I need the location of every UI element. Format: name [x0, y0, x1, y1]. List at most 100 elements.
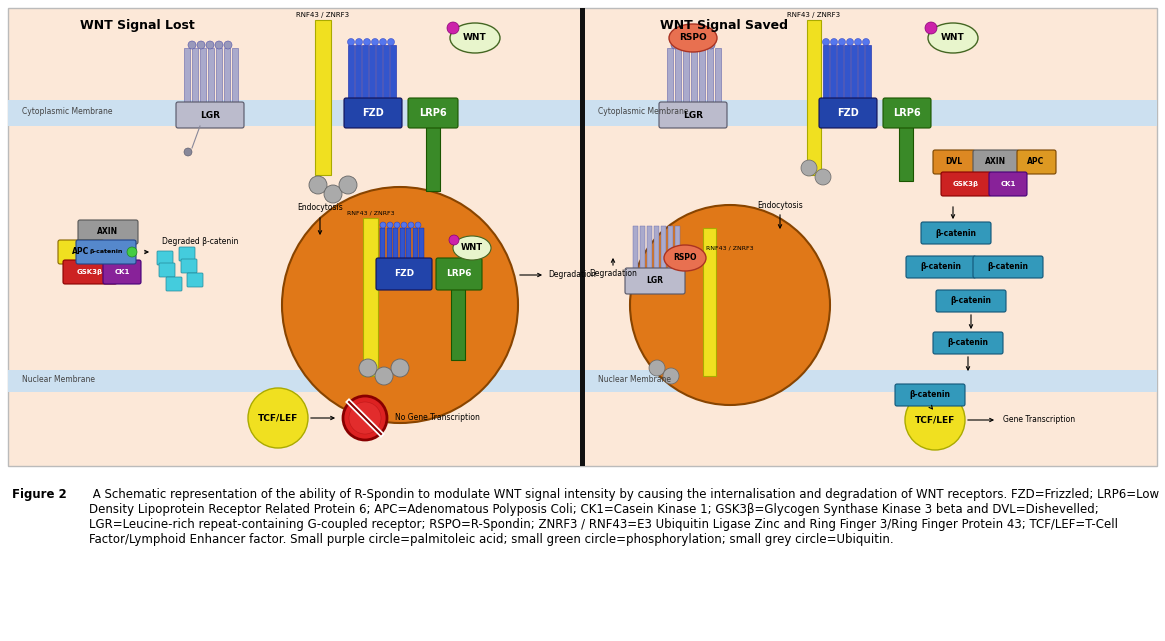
Text: Nuclear Membrane: Nuclear Membrane: [22, 376, 96, 385]
Circle shape: [447, 22, 459, 34]
Bar: [654, 226, 659, 272]
Text: β-catenin: β-catenin: [951, 297, 991, 306]
Text: CK1: CK1: [114, 269, 129, 275]
Text: FZD: FZD: [838, 108, 859, 118]
FancyBboxPatch shape: [935, 290, 1007, 312]
Bar: [683, 48, 689, 104]
Bar: [451, 288, 465, 360]
FancyBboxPatch shape: [895, 384, 965, 406]
Bar: [216, 48, 223, 104]
Text: β-catenin: β-catenin: [935, 228, 976, 238]
Ellipse shape: [669, 24, 716, 52]
FancyBboxPatch shape: [376, 258, 432, 290]
Circle shape: [680, 41, 689, 49]
Circle shape: [188, 41, 196, 49]
Bar: [675, 48, 682, 104]
FancyBboxPatch shape: [181, 259, 197, 273]
FancyBboxPatch shape: [78, 220, 137, 244]
Text: WNT Signal Lost: WNT Signal Lost: [80, 19, 195, 31]
Text: Gene Transcription: Gene Transcription: [1003, 415, 1075, 424]
Circle shape: [350, 402, 381, 434]
FancyBboxPatch shape: [176, 102, 243, 128]
Bar: [355, 45, 360, 103]
Text: APC: APC: [1028, 158, 1045, 167]
Circle shape: [854, 38, 861, 46]
Circle shape: [339, 176, 356, 194]
Text: RNF43 / ZNRF3: RNF43 / ZNRF3: [347, 210, 395, 215]
Text: FZD: FZD: [362, 108, 384, 118]
FancyBboxPatch shape: [63, 260, 116, 284]
Text: β-catenin: β-catenin: [920, 263, 961, 272]
Bar: [369, 45, 374, 103]
Text: RNF43 / ZNRF3: RNF43 / ZNRF3: [788, 12, 841, 18]
Text: TCF/LEF: TCF/LEF: [257, 413, 298, 422]
Text: Degradation: Degradation: [548, 271, 595, 279]
FancyBboxPatch shape: [179, 247, 195, 261]
Circle shape: [905, 390, 965, 450]
Circle shape: [831, 38, 838, 46]
Text: LGR: LGR: [647, 276, 664, 285]
Bar: [899, 126, 913, 181]
Text: LRP6: LRP6: [446, 269, 472, 278]
FancyBboxPatch shape: [933, 150, 975, 174]
Text: FZD: FZD: [394, 269, 414, 278]
Bar: [376, 45, 381, 103]
Bar: [647, 226, 652, 272]
Circle shape: [224, 41, 232, 49]
Text: β-catenin: β-catenin: [947, 338, 988, 347]
Bar: [707, 48, 713, 104]
Bar: [829, 45, 835, 103]
FancyBboxPatch shape: [76, 240, 136, 264]
Bar: [702, 228, 716, 376]
Circle shape: [359, 359, 377, 377]
FancyBboxPatch shape: [922, 222, 991, 244]
Circle shape: [649, 360, 665, 376]
Text: WNT: WNT: [941, 33, 965, 42]
Bar: [362, 45, 367, 103]
Bar: [387, 228, 391, 262]
Text: Cytoplasmic Membrane: Cytoplasmic Membrane: [598, 108, 689, 117]
Circle shape: [324, 185, 343, 203]
Text: Cytoplasmic Membrane: Cytoplasmic Membrane: [22, 108, 113, 117]
Text: RNF43 / ZNRF3: RNF43 / ZNRF3: [706, 246, 754, 251]
Circle shape: [671, 41, 679, 49]
Text: RSPO: RSPO: [673, 253, 697, 263]
Text: CK1: CK1: [1001, 181, 1016, 187]
Bar: [426, 126, 440, 191]
Text: Nuclear Membrane: Nuclear Membrane: [598, 376, 671, 385]
Circle shape: [184, 148, 192, 156]
Circle shape: [847, 38, 854, 46]
FancyBboxPatch shape: [408, 98, 458, 128]
Circle shape: [822, 38, 829, 46]
Circle shape: [388, 38, 395, 46]
Bar: [668, 226, 673, 272]
Circle shape: [401, 222, 407, 228]
Circle shape: [802, 160, 817, 176]
Text: β-catenin: β-catenin: [988, 263, 1029, 272]
Bar: [412, 228, 417, 262]
Bar: [8, 100, 580, 126]
Bar: [691, 48, 697, 104]
Text: LGR: LGR: [200, 110, 220, 119]
Bar: [400, 228, 404, 262]
Text: LRP6: LRP6: [894, 108, 920, 118]
Text: Endocytosis: Endocytosis: [757, 201, 803, 210]
Circle shape: [394, 222, 400, 228]
Text: β-catenin: β-catenin: [90, 249, 122, 254]
Text: No Gene Transcription: No Gene Transcription: [395, 413, 480, 422]
Circle shape: [689, 41, 697, 49]
Bar: [843, 45, 849, 103]
Circle shape: [415, 222, 421, 228]
FancyBboxPatch shape: [941, 172, 991, 196]
Text: LGR: LGR: [683, 110, 702, 119]
Ellipse shape: [450, 23, 500, 53]
Bar: [363, 218, 377, 376]
Text: LRP6: LRP6: [419, 108, 447, 118]
Circle shape: [197, 41, 205, 49]
FancyBboxPatch shape: [989, 172, 1028, 196]
Circle shape: [347, 38, 354, 46]
Circle shape: [248, 388, 308, 448]
Bar: [822, 45, 828, 103]
Circle shape: [925, 22, 937, 34]
Text: AXIN: AXIN: [98, 228, 119, 237]
